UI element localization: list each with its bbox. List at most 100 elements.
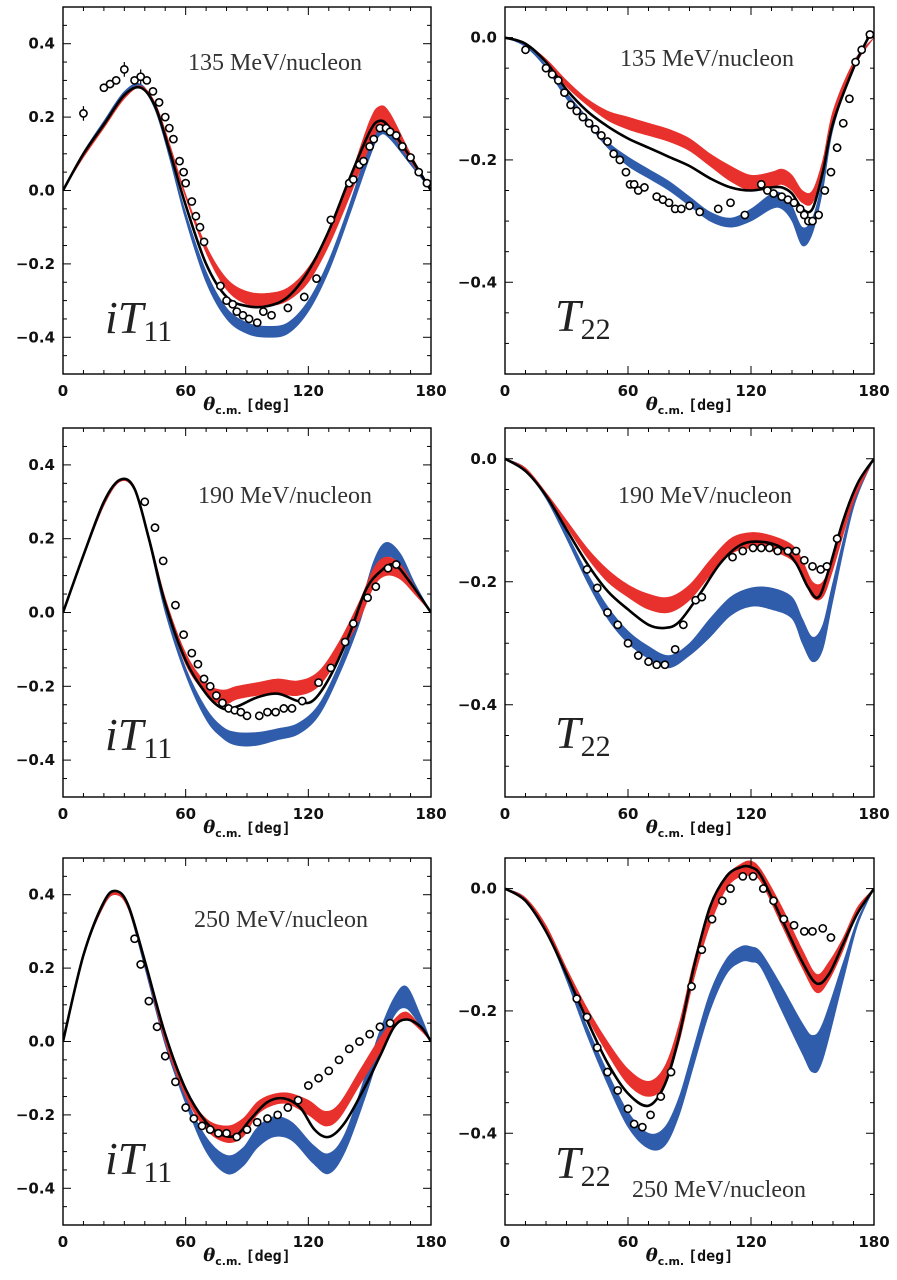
data-point bbox=[136, 72, 146, 82]
y-tick-label: 0.0 bbox=[28, 182, 55, 200]
data-point bbox=[644, 657, 653, 667]
data-point bbox=[789, 920, 799, 930]
data-point bbox=[808, 561, 817, 571]
x-axis-label: θc.m. [deg] bbox=[646, 394, 734, 417]
panel-2: 0 60 120 180 −0.4 −0.2 0.0 θc.m. [deg] 135 MeV/nu… bbox=[458, 6, 890, 417]
data-point bbox=[758, 884, 768, 893]
data-point bbox=[232, 1132, 242, 1142]
data-point bbox=[363, 593, 373, 603]
data-point bbox=[252, 318, 262, 328]
data-point bbox=[242, 711, 252, 721]
x-axis-label: θc.m. [deg] bbox=[646, 817, 734, 840]
panel-1: 0 60 120 180 −0.4 −0.2 0.0 0.2 0.4 θc.m. [deg] 135 … bbox=[16, 6, 447, 417]
data-point bbox=[765, 543, 774, 553]
data-point bbox=[676, 204, 686, 214]
data-point bbox=[348, 175, 358, 184]
data-point bbox=[130, 934, 139, 944]
data-point bbox=[287, 704, 297, 713]
plot-area bbox=[505, 457, 874, 670]
x-tick-label: 0 bbox=[58, 805, 68, 823]
data-point bbox=[365, 1029, 375, 1039]
panel-3: 0 60 120 180 −0.4 −0.2 0.0 0.2 0.4 θc.m. [deg] 190 … bbox=[16, 427, 447, 840]
data-point bbox=[748, 871, 758, 881]
data-point bbox=[664, 198, 674, 208]
data-point bbox=[105, 79, 115, 89]
y-tick-label: −0.2 bbox=[16, 677, 55, 695]
data-point bbox=[375, 1022, 385, 1032]
data-point bbox=[348, 619, 358, 628]
y-tick-label: −0.4 bbox=[16, 751, 55, 769]
data-point bbox=[150, 523, 160, 533]
data-point bbox=[385, 1018, 395, 1028]
y-tick-label: 0.0 bbox=[470, 450, 497, 468]
data-point bbox=[334, 1055, 344, 1065]
data-point bbox=[175, 156, 184, 166]
data-point bbox=[728, 552, 737, 562]
data-point bbox=[832, 143, 842, 153]
data-point bbox=[629, 179, 639, 189]
x-tick-label: 120 bbox=[735, 1233, 766, 1251]
data-point bbox=[119, 64, 129, 74]
data-point bbox=[623, 1104, 633, 1114]
y-tick-label: 0.0 bbox=[470, 880, 497, 898]
data-point bbox=[391, 560, 401, 569]
data-point bbox=[799, 555, 809, 565]
observable-label: iT11 bbox=[105, 709, 172, 765]
data-point bbox=[160, 1051, 170, 1061]
data-point bbox=[222, 1128, 231, 1138]
panel-6: 0 60 120 180 −0.4 −0.2 0.0 θc.m. [deg] 250 MeV/nu… bbox=[458, 857, 890, 1268]
x-tick-label: 0 bbox=[500, 805, 510, 823]
data-point bbox=[748, 543, 758, 553]
x-tick-label: 120 bbox=[293, 1233, 324, 1251]
data-point bbox=[271, 707, 281, 717]
y-tick-label: −0.2 bbox=[458, 151, 497, 169]
data-point bbox=[422, 178, 431, 188]
observable-label: T22 bbox=[555, 707, 611, 763]
observable-label: iT11 bbox=[105, 292, 172, 348]
y-tick-label: −0.4 bbox=[458, 696, 497, 714]
data-point bbox=[685, 201, 694, 211]
x-tick-label: 0 bbox=[58, 1233, 68, 1251]
x-axis-label: θc.m. [deg] bbox=[203, 394, 291, 417]
data-point bbox=[633, 651, 643, 660]
data-point bbox=[314, 1073, 323, 1083]
red-band bbox=[63, 478, 431, 706]
energy-label: 190 MeV/nucleon bbox=[198, 483, 372, 509]
data-point bbox=[303, 1081, 313, 1090]
data-point bbox=[181, 178, 191, 188]
data-point bbox=[629, 1119, 639, 1129]
data-point bbox=[584, 118, 594, 128]
data-point bbox=[283, 1103, 293, 1112]
data-point bbox=[263, 707, 272, 717]
data-point bbox=[111, 76, 121, 85]
data-point bbox=[242, 1125, 252, 1134]
data-point bbox=[592, 1043, 602, 1053]
y-tick-label: 0.2 bbox=[28, 959, 55, 977]
data-point bbox=[592, 583, 602, 593]
data-point bbox=[670, 645, 680, 654]
data-point bbox=[572, 106, 582, 116]
energy-label: 250 MeV/nucleon bbox=[632, 1177, 806, 1203]
data-point bbox=[582, 1012, 592, 1022]
blue-band bbox=[63, 478, 431, 747]
panel-5: 0 60 120 180 −0.4 −0.2 0.0 0.2 0.4 θc.m. [deg] 250 … bbox=[16, 857, 447, 1268]
x-tick-label: 0 bbox=[500, 1233, 510, 1251]
data-point bbox=[603, 608, 612, 617]
black-curve bbox=[63, 889, 431, 1139]
y-tick-label: 0.2 bbox=[28, 108, 55, 126]
data-point bbox=[678, 620, 688, 630]
data-point bbox=[590, 124, 600, 134]
data-point bbox=[193, 659, 203, 669]
x-tick-label: 120 bbox=[293, 805, 324, 823]
plot-area bbox=[505, 860, 874, 1151]
data-point bbox=[359, 156, 368, 166]
red-band bbox=[505, 458, 874, 614]
y-tick-label: 0.4 bbox=[28, 886, 55, 904]
data-point bbox=[656, 1092, 666, 1101]
data-point bbox=[369, 134, 379, 144]
plot-area bbox=[63, 477, 431, 747]
data-point bbox=[865, 30, 874, 39]
data-point bbox=[756, 179, 766, 189]
data-point bbox=[263, 1114, 272, 1123]
x-tick-label: 0 bbox=[58, 382, 68, 400]
